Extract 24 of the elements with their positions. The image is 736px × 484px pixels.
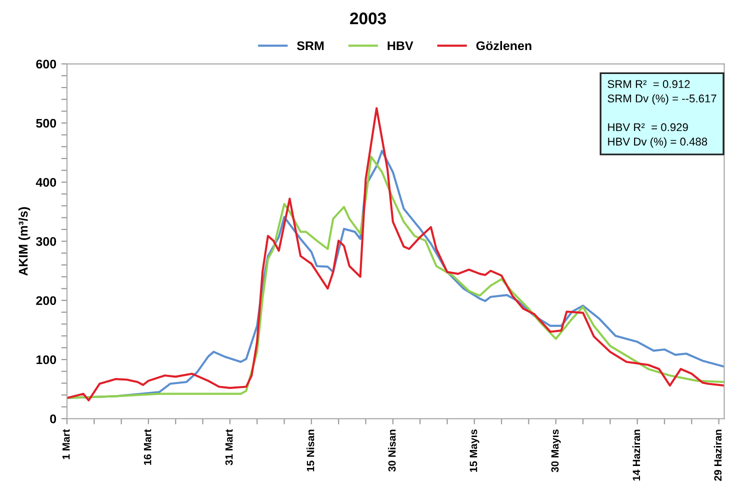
y-tick-label: 500 — [36, 118, 56, 128]
y-tick-label: 600 — [36, 60, 56, 69]
y-tick-label: 100 — [36, 355, 56, 364]
y-tick-label: 400 — [36, 178, 56, 187]
x-tick-label: 29 Haziran — [714, 430, 722, 481]
y-tick-label: 0 — [50, 414, 56, 424]
x-tick-label: 15 Nisan — [306, 430, 314, 472]
annotation: HBV R² = 0.929 HBV Dv (%) = 0.488 — [608, 123, 708, 148]
x-tick-label: 15 Mayıs — [470, 430, 480, 472]
line-series — [66, 107, 724, 402]
y-tick-label: 200 — [36, 296, 56, 306]
legend-label: SRM — [297, 41, 324, 50]
chart-title: 2003 — [350, 12, 386, 24]
y-tick-label: 300 — [36, 237, 56, 246]
legend-label: HBV — [388, 41, 414, 50]
y-axis-title: AKIM (m³/s) — [18, 207, 30, 276]
x-tick-label: 30 Nisan — [388, 430, 396, 472]
x-tick-label: 14 Haziran — [632, 430, 640, 481]
annotation: SRM R² = 0.912 SRM Dv (%) = --5.617 — [608, 80, 716, 105]
x-tick-label: 16 Mart — [144, 429, 152, 465]
x-tick-label: 1 Mart — [62, 429, 70, 460]
legend-label: Gözlenen — [476, 40, 532, 50]
x-tick-label: 31 Mart — [225, 429, 233, 466]
x-tick-label: 30 Mayıs — [551, 430, 561, 472]
